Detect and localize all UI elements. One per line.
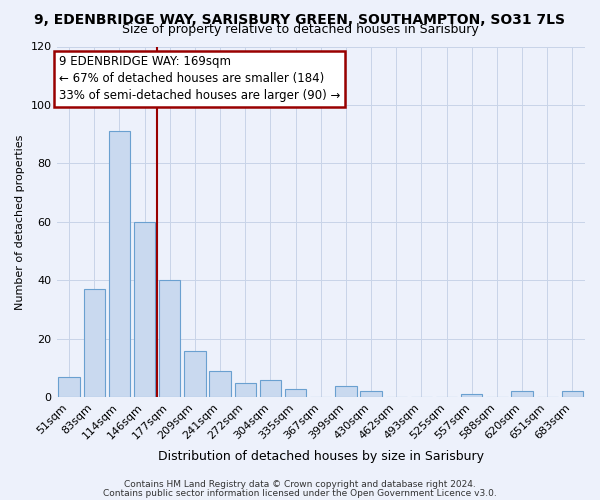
Text: Size of property relative to detached houses in Sarisbury: Size of property relative to detached ho… xyxy=(122,22,478,36)
Bar xyxy=(235,382,256,398)
Bar xyxy=(285,388,307,398)
Bar xyxy=(58,377,80,398)
Bar xyxy=(83,289,105,398)
Text: Contains HM Land Registry data © Crown copyright and database right 2024.: Contains HM Land Registry data © Crown c… xyxy=(124,480,476,489)
Bar xyxy=(361,392,382,398)
Bar xyxy=(562,392,583,398)
Bar xyxy=(209,371,231,398)
Bar xyxy=(159,280,181,398)
X-axis label: Distribution of detached houses by size in Sarisbury: Distribution of detached houses by size … xyxy=(158,450,484,462)
Text: 9, EDENBRIDGE WAY, SARISBURY GREEN, SOUTHAMPTON, SO31 7LS: 9, EDENBRIDGE WAY, SARISBURY GREEN, SOUT… xyxy=(35,12,566,26)
Bar xyxy=(260,380,281,398)
Y-axis label: Number of detached properties: Number of detached properties xyxy=(15,134,25,310)
Text: Contains public sector information licensed under the Open Government Licence v3: Contains public sector information licen… xyxy=(103,488,497,498)
Bar xyxy=(511,392,533,398)
Bar xyxy=(109,132,130,398)
Bar xyxy=(134,222,155,398)
Bar xyxy=(461,394,482,398)
Bar xyxy=(184,350,206,398)
Bar xyxy=(335,386,356,398)
Text: 9 EDENBRIDGE WAY: 169sqm
← 67% of detached houses are smaller (184)
33% of semi-: 9 EDENBRIDGE WAY: 169sqm ← 67% of detach… xyxy=(59,56,341,102)
